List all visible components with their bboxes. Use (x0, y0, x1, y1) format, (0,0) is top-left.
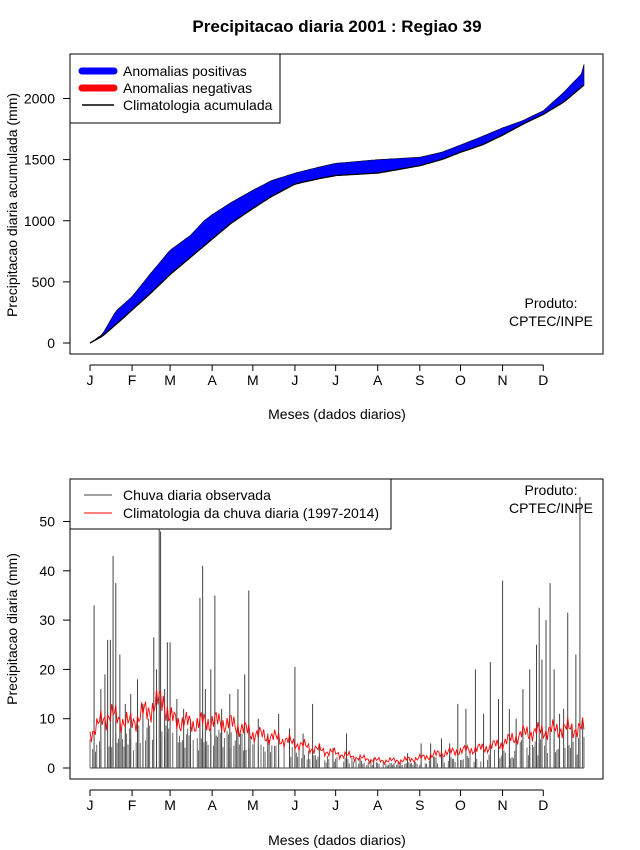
climatology-cumulative-line (89, 84, 585, 344)
top-x-tick-label: J (332, 372, 339, 388)
bottom-x-tick-label: O (455, 797, 466, 813)
bottom-y-axis-label: Precipitacao diaria (mm) (4, 553, 20, 705)
bottom-y-tick-label: 50 (39, 514, 55, 530)
bottom-y-tick-label: 10 (39, 711, 55, 727)
legend-label-observed: Chuva diaria observada (123, 487, 271, 503)
bottom-x-tick-label: S (415, 797, 424, 813)
top-y-tick-label: 2000 (24, 91, 55, 107)
top-y-tick-label: 0 (47, 335, 55, 351)
legend-label-climatology-daily: Climatologia da chuva diaria (1997-2014) (123, 505, 379, 521)
top-x-tick-label: O (455, 372, 466, 388)
bottom-x-tick-label: J (291, 797, 298, 813)
top-y-axis: 0 500 1000 1500 2000 (24, 91, 71, 351)
bottom-x-tick-label: A (373, 797, 383, 813)
bottom-y-tick-label: 40 (39, 563, 55, 579)
legend-label-positive: Anomalias positivas (123, 63, 247, 79)
bottom-x-axis-label: Meses (dados diarios) (268, 832, 406, 848)
top-x-tick-label: F (128, 372, 137, 388)
top-y-axis-label: Precipitacao diaria acumulada (mm) (4, 93, 20, 317)
observed-daily-bars (89, 479, 585, 769)
daily-precipitation-panel: 0 10 20 30 40 50 J F M A M J J A S O N D Meses (dados di… (4, 478, 604, 848)
top-y-tick-label: 500 (32, 274, 56, 290)
figure-title: Precipitacao diaria 2001 : Regiao 39 (192, 17, 481, 36)
top-x-tick-label: J (87, 372, 94, 388)
climatology-daily-line (89, 688, 585, 766)
bottom-annotation-product: Produto: (525, 482, 578, 498)
cumulative-series (89, 64, 585, 344)
bottom-legend-box (69, 478, 392, 530)
top-x-tick-label: A (373, 372, 383, 388)
top-x-tick-label: M (164, 372, 176, 388)
bottom-y-tick-label: 30 (39, 612, 55, 628)
top-x-tick-label: M (247, 372, 259, 388)
cumulative-precipitation-panel: 0 500 1000 1500 2000 J F M A M J J A S O N D Meses (dad… (4, 53, 604, 422)
top-annotation-product: Produto: (525, 295, 578, 311)
legend-label-negative: Anomalias negativas (123, 80, 252, 96)
top-x-axis-label: Meses (dados diarios) (268, 406, 406, 422)
bottom-x-tick-label: F (128, 797, 137, 813)
bottom-x-tick-label: M (247, 797, 259, 813)
bottom-annotation-agency: CPTEC/INPE (509, 500, 593, 516)
legend-label-climatology: Climatologia acumulada (123, 97, 273, 113)
bottom-legend: Chuva diaria observada Climatologia da c… (69, 478, 392, 530)
bottom-x-tick-label: D (538, 797, 548, 813)
climatology-daily-line-group (89, 688, 585, 766)
bottom-x-tick-label: N (498, 797, 508, 813)
bottom-x-tick-label: J (87, 797, 94, 813)
bottom-x-tick-label: A (207, 797, 217, 813)
top-y-tick-label: 1000 (24, 213, 55, 229)
bottom-x-tick-label: M (164, 797, 176, 813)
bottom-y-axis: 0 10 20 30 40 50 (39, 514, 71, 776)
bottom-x-tick-label: J (332, 797, 339, 813)
top-legend: Anomalias positivas Anomalias negativas … (69, 53, 281, 124)
top-y-tick-label: 1500 (24, 152, 55, 168)
top-annotation-agency: CPTEC/INPE (509, 313, 593, 329)
top-x-tick-label: S (415, 372, 424, 388)
top-x-tick-label: N (498, 372, 508, 388)
top-x-tick-label: J (291, 372, 298, 388)
bottom-y-tick-label: 20 (39, 661, 55, 677)
bottom-y-tick-label: 0 (47, 760, 55, 776)
top-x-tick-label: A (207, 372, 217, 388)
top-x-tick-label: D (538, 372, 548, 388)
